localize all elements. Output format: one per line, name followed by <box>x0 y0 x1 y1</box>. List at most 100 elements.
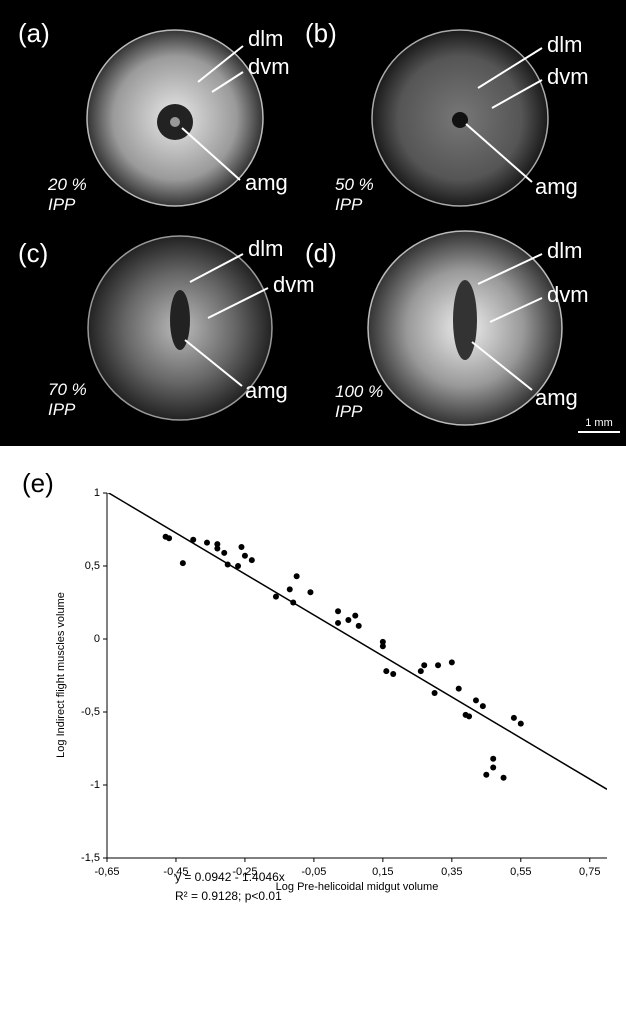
scale-bar-label: 1 mm <box>585 417 613 429</box>
pointer <box>207 287 269 319</box>
point <box>390 671 397 678</box>
point <box>383 668 390 675</box>
x-axis-label: Log Pre-helicoidal midgut volume <box>276 881 439 893</box>
label-dvm: dvm <box>547 282 589 307</box>
point <box>483 771 490 778</box>
panel-label: (c) <box>18 238 48 268</box>
point <box>517 720 524 727</box>
ipp: IPP <box>335 195 363 214</box>
point <box>379 643 386 650</box>
point <box>335 619 342 626</box>
ipp-percent: 100 % <box>335 382 383 401</box>
pointer <box>465 123 533 183</box>
ipp: IPP <box>335 402 363 421</box>
label-dvm: dvm <box>248 54 290 79</box>
x-tick-label: 0,75 <box>579 866 600 878</box>
label-amg: amg <box>245 170 288 195</box>
x-tick-label: -0,45 <box>163 866 188 878</box>
label-amg: amg <box>535 385 578 410</box>
x-tick-label: -0,25 <box>232 866 257 878</box>
point <box>379 638 386 645</box>
point <box>479 703 486 710</box>
point <box>490 764 497 771</box>
x-tick-label: 0,35 <box>441 866 462 878</box>
label-amg: amg <box>535 174 578 199</box>
midgut-center <box>170 117 180 127</box>
pointer <box>197 45 244 83</box>
y-tick-label: 0 <box>94 633 100 645</box>
annotation: R² = 0.9128; p<0.01 <box>175 889 282 903</box>
point <box>286 586 293 593</box>
point <box>293 573 300 580</box>
pointer <box>477 47 543 89</box>
point <box>224 561 231 568</box>
point <box>290 599 297 606</box>
ipp-percent: 20 % <box>47 175 87 194</box>
y-tick-label: 0,5 <box>85 560 100 572</box>
x-tick-label: 0,55 <box>510 866 531 878</box>
label-dlm: dlm <box>248 26 283 51</box>
midgut <box>170 290 190 350</box>
pointer <box>489 297 543 323</box>
ipp: IPP <box>48 400 76 419</box>
panel-label: (a) <box>18 18 50 48</box>
point <box>238 544 245 551</box>
point <box>307 589 314 596</box>
y-axis-label: Log Indirect flight muscles volume <box>55 592 67 758</box>
x-tick-label: -0,05 <box>301 866 326 878</box>
label-dvm: dvm <box>547 64 589 89</box>
point <box>272 593 279 600</box>
point <box>241 552 248 559</box>
point <box>455 685 462 692</box>
point <box>421 662 428 669</box>
point <box>510 714 517 721</box>
y-tick-label: -0,5 <box>81 706 100 718</box>
point <box>166 535 173 542</box>
point <box>500 774 507 781</box>
annotation: y = 0.0942 - 1.4046x <box>175 870 285 884</box>
pointer <box>477 253 543 285</box>
pointer <box>189 253 244 283</box>
panel-label: (b) <box>305 18 337 48</box>
pointer <box>184 339 243 387</box>
point <box>335 608 342 615</box>
panel-labels: (a) dlm dvm amg 20 % IPP (b) dlm dvm amg… <box>18 18 620 433</box>
point <box>431 690 438 697</box>
point <box>490 755 497 762</box>
label-amg: amg <box>245 378 288 403</box>
point <box>190 536 197 543</box>
point <box>179 560 186 567</box>
label-dlm: dlm <box>248 236 283 261</box>
x-tick-label: 0,15 <box>372 866 393 878</box>
pointer <box>471 341 533 391</box>
point <box>466 713 473 720</box>
ipp: IPP <box>48 195 76 214</box>
midgut <box>453 280 477 360</box>
point <box>352 612 359 619</box>
x-tick-label: -0,65 <box>94 866 119 878</box>
y-tick-label: -1 <box>90 779 100 791</box>
ipp-percent: 50 % <box>335 175 374 194</box>
point <box>435 662 442 669</box>
point <box>417 668 424 675</box>
point <box>235 563 242 569</box>
regression-line <box>107 493 607 790</box>
point <box>345 617 352 624</box>
panel-label: (d) <box>305 238 337 268</box>
point <box>204 539 210 546</box>
label-dlm: dlm <box>547 238 582 263</box>
point <box>448 659 455 666</box>
panel-label: (e) <box>22 468 54 498</box>
pointer <box>211 71 244 93</box>
pointer <box>491 79 543 109</box>
point <box>355 622 362 629</box>
label-dlm: dlm <box>547 32 582 57</box>
y-tick-label: -1,5 <box>81 852 100 864</box>
y-tick-label: 1 <box>94 487 100 499</box>
label-dvm: dvm <box>273 272 315 297</box>
point <box>221 549 228 556</box>
point <box>472 697 479 704</box>
point <box>214 545 221 552</box>
pointer <box>181 127 241 181</box>
